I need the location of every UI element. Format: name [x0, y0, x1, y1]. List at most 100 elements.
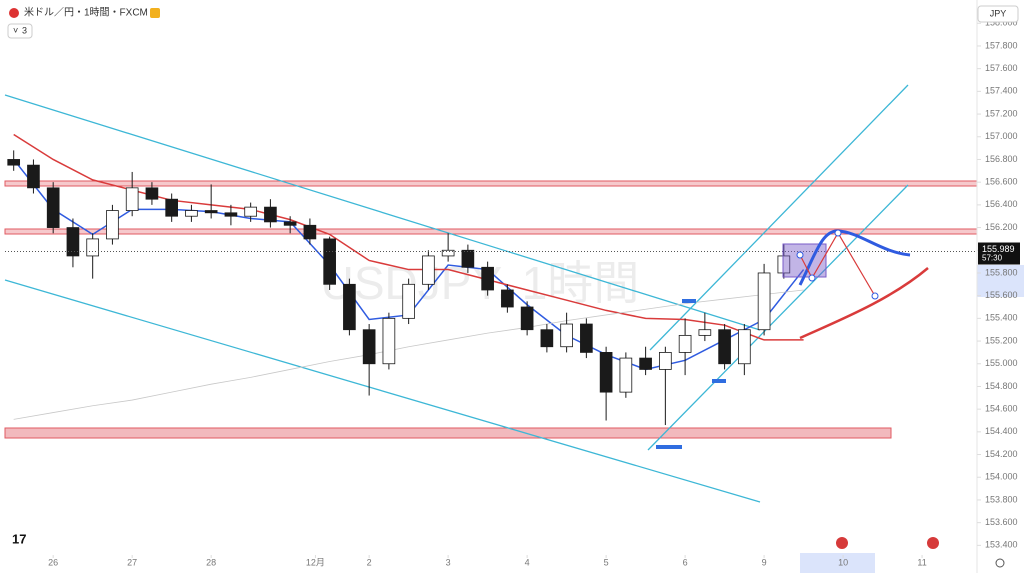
zigzag [799, 231, 876, 297]
axes: 153.400 153.600 153.800 154.000 154.200 154.4… [48, 18, 1020, 567]
candle-body [402, 283, 415, 319]
zigzag-points [796, 229, 879, 300]
candle-body [520, 306, 534, 331]
candle-body [244, 206, 257, 217]
x-tick-label: 27 [127, 557, 137, 567]
y-tick-label: 154.800 [985, 381, 1018, 391]
channel-line [647, 184, 909, 451]
candle-body [698, 329, 712, 336]
channel-line [4, 94, 761, 331]
y-tick-label: 157.800 [985, 40, 1018, 50]
y-tick-label: 156.400 [985, 199, 1018, 209]
moving-average [13, 133, 804, 341]
channel-line [4, 279, 761, 503]
candle-body [501, 289, 514, 308]
candle-body [125, 187, 139, 211]
candle-body [303, 224, 317, 240]
x-tick-label: 26 [48, 557, 58, 567]
watermark: USDJPY, 1時間 [321, 257, 640, 309]
candle-body [165, 198, 178, 217]
candle-body [481, 266, 494, 291]
support-zone [4, 427, 892, 439]
event-flag[interactable] [927, 537, 939, 549]
resistance-zone [4, 180, 978, 187]
y-tick-label: 154.000 [985, 472, 1018, 482]
projection-curve [799, 267, 929, 340]
currency: JPY [990, 8, 1007, 18]
y-tick-label: 153.800 [985, 494, 1018, 504]
y-tick-label: 155.800 [985, 267, 1018, 277]
candle-body [283, 221, 297, 226]
y-tick-label: 157.400 [985, 86, 1018, 96]
x-tick-label: 28 [206, 557, 216, 567]
x-tick-label: 2 [367, 557, 372, 567]
candle-body [560, 323, 573, 348]
candle-body [7, 159, 21, 166]
logo: 17 [12, 531, 26, 546]
channel-line [649, 84, 909, 351]
y-tick-label: 155.400 [985, 313, 1018, 323]
candle-body [619, 357, 633, 393]
marker [682, 299, 696, 303]
candle-body [362, 329, 376, 365]
y-tick-label: 157.200 [985, 108, 1018, 118]
point [808, 274, 816, 282]
plot [5, 133, 975, 426]
x-tick-label: 5 [604, 557, 609, 567]
candle-body [27, 164, 40, 189]
countdown: 57:30 [982, 254, 1003, 263]
y-tick-label: 156.800 [985, 154, 1018, 164]
candle-body [323, 238, 336, 285]
y-tick-label: 154.400 [985, 426, 1018, 436]
indicator-count: 3 [22, 25, 27, 35]
y-tick-label: 156.200 [985, 222, 1018, 232]
marker [656, 445, 682, 449]
candle-body [422, 255, 435, 285]
candle-body [185, 210, 198, 217]
candle-body [599, 352, 613, 393]
axis-highlight [977, 265, 1024, 297]
candle-body [106, 210, 119, 240]
y-tick-label: 153.600 [985, 517, 1018, 527]
candle-body [66, 227, 80, 257]
x-tick-label: 11 [917, 557, 926, 567]
y-tick-label: 154.200 [985, 449, 1018, 459]
candle-body [343, 283, 356, 331]
y-tick-label: 154.600 [985, 404, 1018, 414]
y-tick-label: 157.000 [985, 131, 1018, 141]
y-tick-label: 153.400 [985, 540, 1018, 550]
x-tick-label: 10 [838, 557, 848, 567]
event-flag[interactable] [836, 537, 848, 549]
marker [712, 379, 726, 383]
moving-average [13, 289, 804, 420]
x-tick-label: 4 [525, 557, 530, 567]
candle-body [264, 206, 277, 223]
candle-body [678, 334, 692, 353]
x-tick-label: 9 [762, 557, 767, 567]
point [834, 229, 842, 237]
settings[interactable] [995, 558, 1005, 568]
currency-button[interactable] [977, 5, 1019, 23]
candle-body [145, 187, 159, 200]
candle-body [757, 272, 771, 331]
symbol-icon [9, 8, 19, 18]
y-tick-label: 156.600 [985, 177, 1018, 187]
indicator-caret: ˅ [13, 25, 18, 35]
candle-body [441, 249, 455, 257]
last-price: 155.989 [982, 244, 1015, 254]
x-tick-label: 12月 [306, 557, 325, 567]
point [796, 251, 804, 259]
candle-body [580, 323, 593, 353]
x-tick-label: 3 [446, 557, 451, 567]
y-tick-label: 155.600 [985, 290, 1018, 300]
y-tick-label: 155.000 [985, 358, 1018, 368]
candle-body [718, 329, 731, 365]
y-tick-label: 157.600 [985, 63, 1018, 73]
x-tick-label: 6 [683, 557, 688, 567]
candle-body [659, 352, 672, 370]
x-highlight [800, 553, 875, 573]
point [871, 292, 879, 300]
indicator-toggle[interactable] [7, 23, 33, 39]
